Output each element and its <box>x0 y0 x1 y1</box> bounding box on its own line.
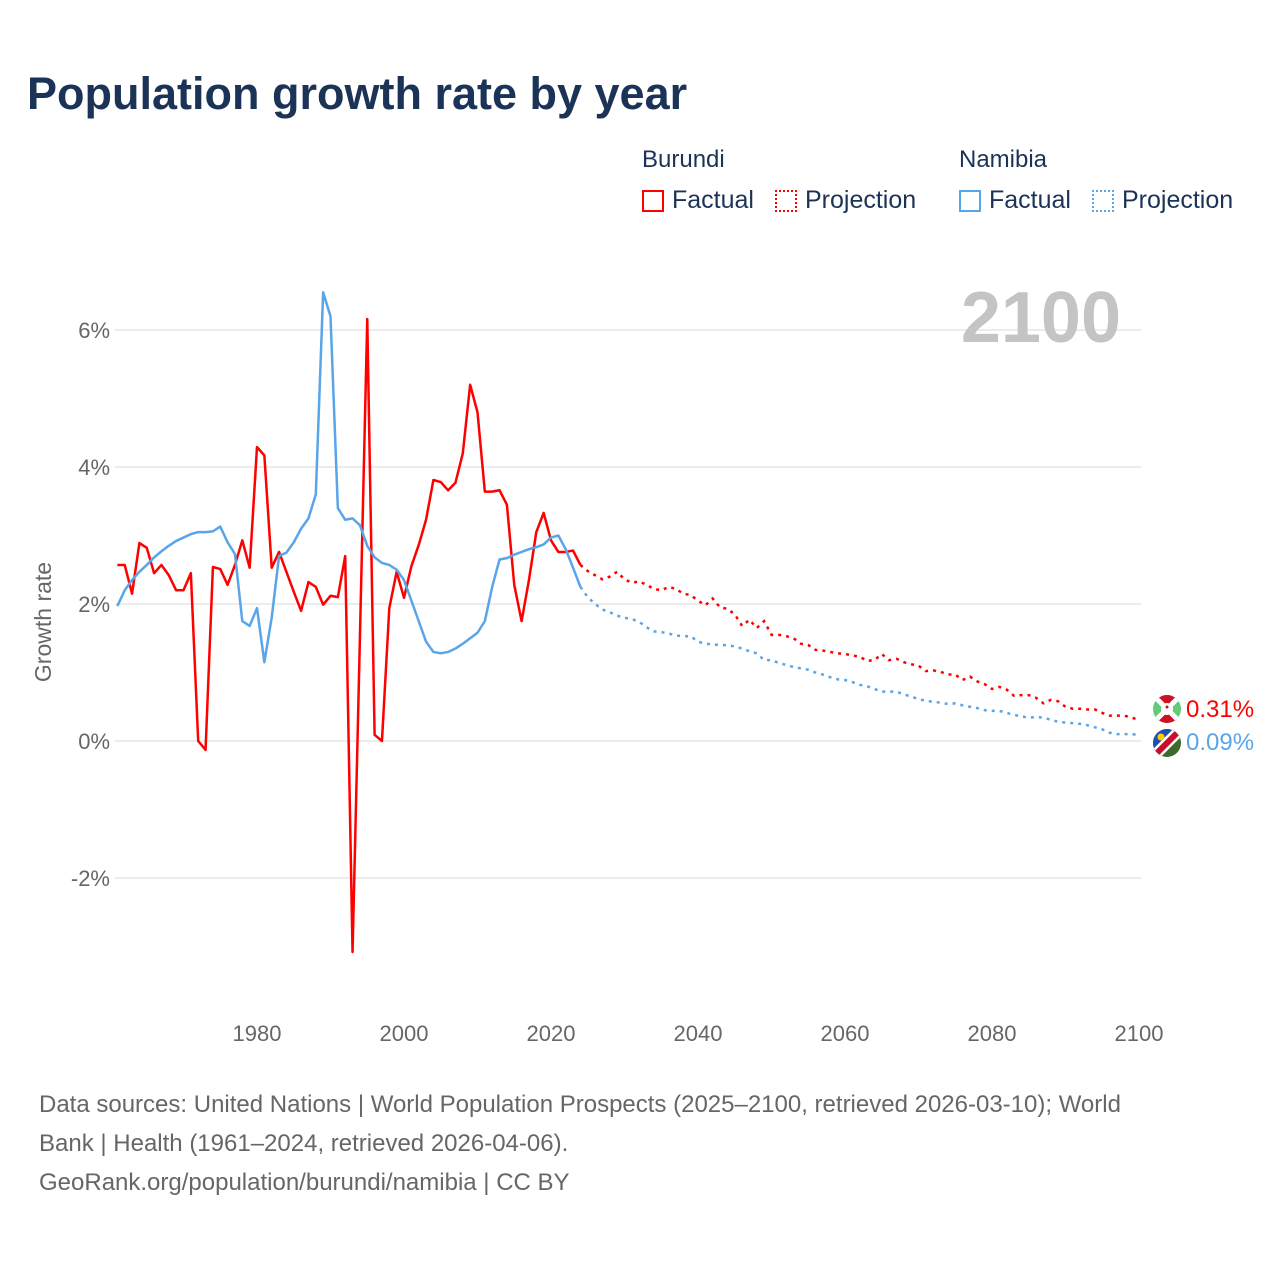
current-year-label: 2100 <box>961 278 1121 358</box>
solid-swatch-icon <box>959 189 981 212</box>
legend-namibia-factual[interactable]: Factual <box>959 186 1071 215</box>
y-tick-label: 2% <box>78 592 110 617</box>
y-tick-label: 6% <box>78 318 110 343</box>
legend-label: Factual <box>989 186 1071 214</box>
dotted-swatch-icon <box>775 189 797 212</box>
footer-sources-2: Bank | Health (1961–2024, retrieved 2026… <box>39 1130 569 1157</box>
burundi-end-value: 0.31% <box>1186 696 1254 723</box>
footer-link[interactable]: GeoRank.org/population/burundi/namibia |… <box>39 1169 570 1196</box>
legend-namibia-projection[interactable]: Projection <box>1092 186 1233 215</box>
x-tick-label: 2100 <box>1115 1021 1164 1046</box>
burundi-flag-icon <box>1153 695 1181 723</box>
dotted-swatch-icon <box>1092 189 1114 212</box>
namibia-factual-line <box>116 291 582 664</box>
legend-label: Projection <box>1122 186 1234 214</box>
x-tick-label: 2080 <box>968 1021 1017 1046</box>
x-tick-label: 2060 <box>821 1021 870 1046</box>
x-tick-label: 2000 <box>380 1021 429 1046</box>
namibia-end-value: 0.09% <box>1186 729 1254 756</box>
legend-group-burundi: Burundi <box>642 146 725 173</box>
legend-group-namibia: Namibia <box>959 146 1048 173</box>
y-tick-label: 0% <box>78 729 110 754</box>
legend-label: Projection <box>805 186 917 214</box>
legend-burundi-projection[interactable]: Projection <box>775 186 916 215</box>
x-tick-label: 1980 <box>233 1021 282 1046</box>
page-title: Population growth rate by year <box>27 68 688 119</box>
burundi-factual-line <box>117 317 582 954</box>
x-tick-label: 2020 <box>527 1021 576 1046</box>
solid-swatch-icon <box>642 189 664 212</box>
legend-burundi-factual[interactable]: Factual <box>642 186 754 215</box>
y-tick-label: -2% <box>71 866 110 891</box>
namibia-projection-line <box>579 586 1140 737</box>
y-tick-label: 4% <box>78 455 110 480</box>
legend-label: Factual <box>672 186 754 214</box>
y-axis-title: Growth rate <box>30 562 56 682</box>
namibia-flag-icon <box>1153 729 1181 757</box>
x-tick-label: 2040 <box>674 1021 723 1046</box>
footer-sources-1: Data sources: United Nations | World Pop… <box>39 1091 1121 1118</box>
burundi-projection-line <box>579 563 1140 721</box>
